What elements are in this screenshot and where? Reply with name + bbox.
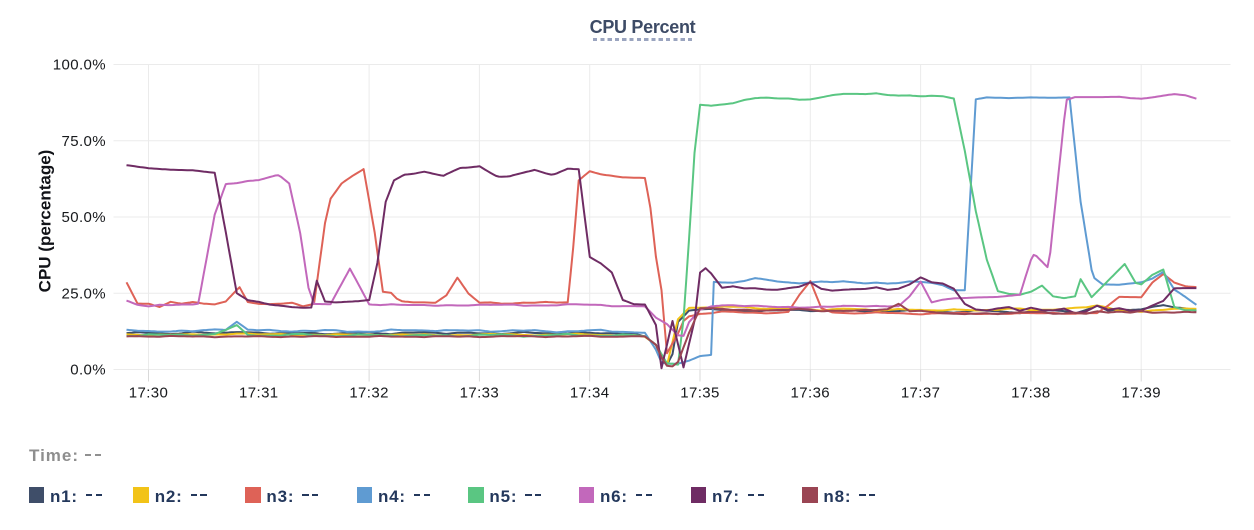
svg-text:17:35: 17:35 bbox=[680, 385, 720, 402]
svg-text:17:33: 17:33 bbox=[460, 385, 500, 402]
svg-text:50.0%: 50.0% bbox=[61, 209, 106, 226]
svg-text:17:39: 17:39 bbox=[1121, 385, 1161, 402]
svg-text:17:37: 17:37 bbox=[901, 385, 941, 402]
svg-text:17:38: 17:38 bbox=[1011, 385, 1051, 402]
svg-text:CPU (percentage): CPU (percentage) bbox=[36, 150, 55, 293]
svg-text:17:32: 17:32 bbox=[349, 385, 389, 402]
svg-text:17:36: 17:36 bbox=[791, 385, 831, 402]
svg-text:17:31: 17:31 bbox=[239, 385, 279, 402]
svg-text:100.0%: 100.0% bbox=[53, 57, 106, 74]
svg-text:75.0%: 75.0% bbox=[61, 133, 106, 150]
svg-text:0.0%: 0.0% bbox=[70, 362, 106, 379]
svg-text:17:30: 17:30 bbox=[129, 385, 169, 402]
svg-text:17:34: 17:34 bbox=[570, 385, 610, 402]
svg-text:25.0%: 25.0% bbox=[61, 285, 106, 302]
